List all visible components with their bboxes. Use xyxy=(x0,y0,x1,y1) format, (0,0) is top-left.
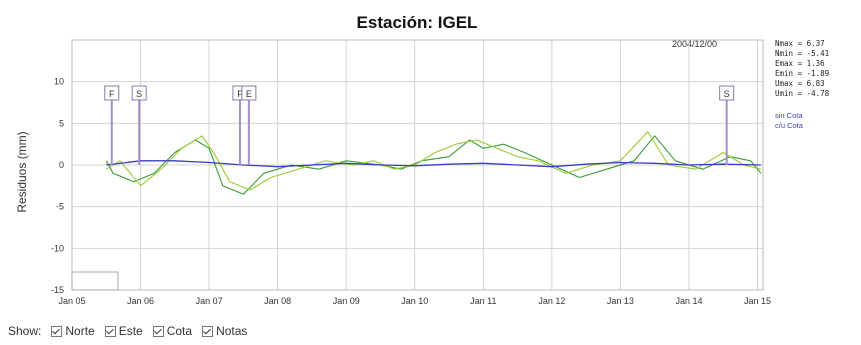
show-option-notas[interactable]: Notas xyxy=(202,324,247,338)
y-tick-label: 10 xyxy=(54,77,64,87)
event-marker-box xyxy=(104,85,120,101)
event-marker-box xyxy=(241,85,257,101)
x-tick-label: Jan 12 xyxy=(538,296,565,306)
stat-line: Emax = 1.36 xyxy=(775,59,825,68)
chart: Estación: IGEL Residuos (mm) 2004/12/00 … xyxy=(15,13,830,306)
axes: -15 -10 -5 0 5 10 Jan 05 Jan 06 Jan 07 Jan 08 Jan … xyxy=(51,39,771,306)
x-tick-label: Jan 09 xyxy=(333,296,360,306)
series-line-2 xyxy=(106,160,761,168)
y-tick-label: -10 xyxy=(51,243,64,253)
show-label: Show: xyxy=(8,324,42,338)
stat-line: Nmax = 6.37 xyxy=(775,39,825,48)
chart-title: Estación: IGEL xyxy=(357,13,478,32)
show-option-label: Notas xyxy=(216,324,248,338)
legend-box xyxy=(71,271,119,291)
show-option-label: Norte xyxy=(65,324,95,338)
y-tick-label: 5 xyxy=(59,118,64,128)
event-marker-label: F xyxy=(237,89,243,99)
x-tick-label: Jan 14 xyxy=(675,296,702,306)
x-tick-label: Jan 15 xyxy=(744,296,771,306)
stat-line: Umax = 6.83 xyxy=(775,79,825,88)
x-tick-label: Jan 10 xyxy=(401,296,428,306)
series-group xyxy=(105,131,762,195)
x-tick-label: Jan 13 xyxy=(607,296,634,306)
event-marker-label: E xyxy=(246,89,252,99)
show-option-norte[interactable]: Norte xyxy=(51,324,95,338)
show-bar: Show: Norte Este Cota Notas xyxy=(8,324,247,338)
x-tick-label: Jan 08 xyxy=(264,296,291,306)
checkbox-norte[interactable] xyxy=(51,325,63,337)
show-option-label: Este xyxy=(118,324,143,338)
legend-entry: c/u Cota xyxy=(775,121,804,130)
checkbox-cota[interactable] xyxy=(152,325,164,337)
x-tick-label: Jan 07 xyxy=(196,296,223,306)
show-option-cota[interactable]: Cota xyxy=(152,324,193,338)
x-tick-label: Jan 11 xyxy=(470,296,496,306)
series-line-1 xyxy=(106,131,762,191)
y-tick-label: 0 xyxy=(59,160,64,170)
stat-line: Emin = -1.89 xyxy=(775,69,829,78)
y-axis-label: Residuos (mm) xyxy=(15,131,29,212)
x-tick-label: Jan 05 xyxy=(58,296,85,306)
stat-line: Nmin = -5.41 xyxy=(775,49,829,58)
y-tick-label: -15 xyxy=(51,285,64,295)
plot-frame xyxy=(71,39,764,291)
event-marker-label: S xyxy=(136,89,142,99)
event-marker-label: F xyxy=(109,89,115,99)
date-label: 2004/12/00 xyxy=(672,39,717,49)
stat-line: Umin = -4.78 xyxy=(775,89,830,98)
x-tick-label: Jan 06 xyxy=(127,296,154,306)
checkbox-este[interactable] xyxy=(104,325,116,337)
y-tick-label: -5 xyxy=(56,202,64,212)
show-option-label: Cota xyxy=(166,324,193,338)
checkbox-notas[interactable] xyxy=(202,325,214,337)
legend-entry: sin Cota xyxy=(775,111,803,120)
show-option-este[interactable]: Este xyxy=(104,324,143,338)
event-marker-box xyxy=(719,85,735,101)
event-marker-box xyxy=(131,85,147,101)
event-marker-label: S xyxy=(724,89,730,99)
